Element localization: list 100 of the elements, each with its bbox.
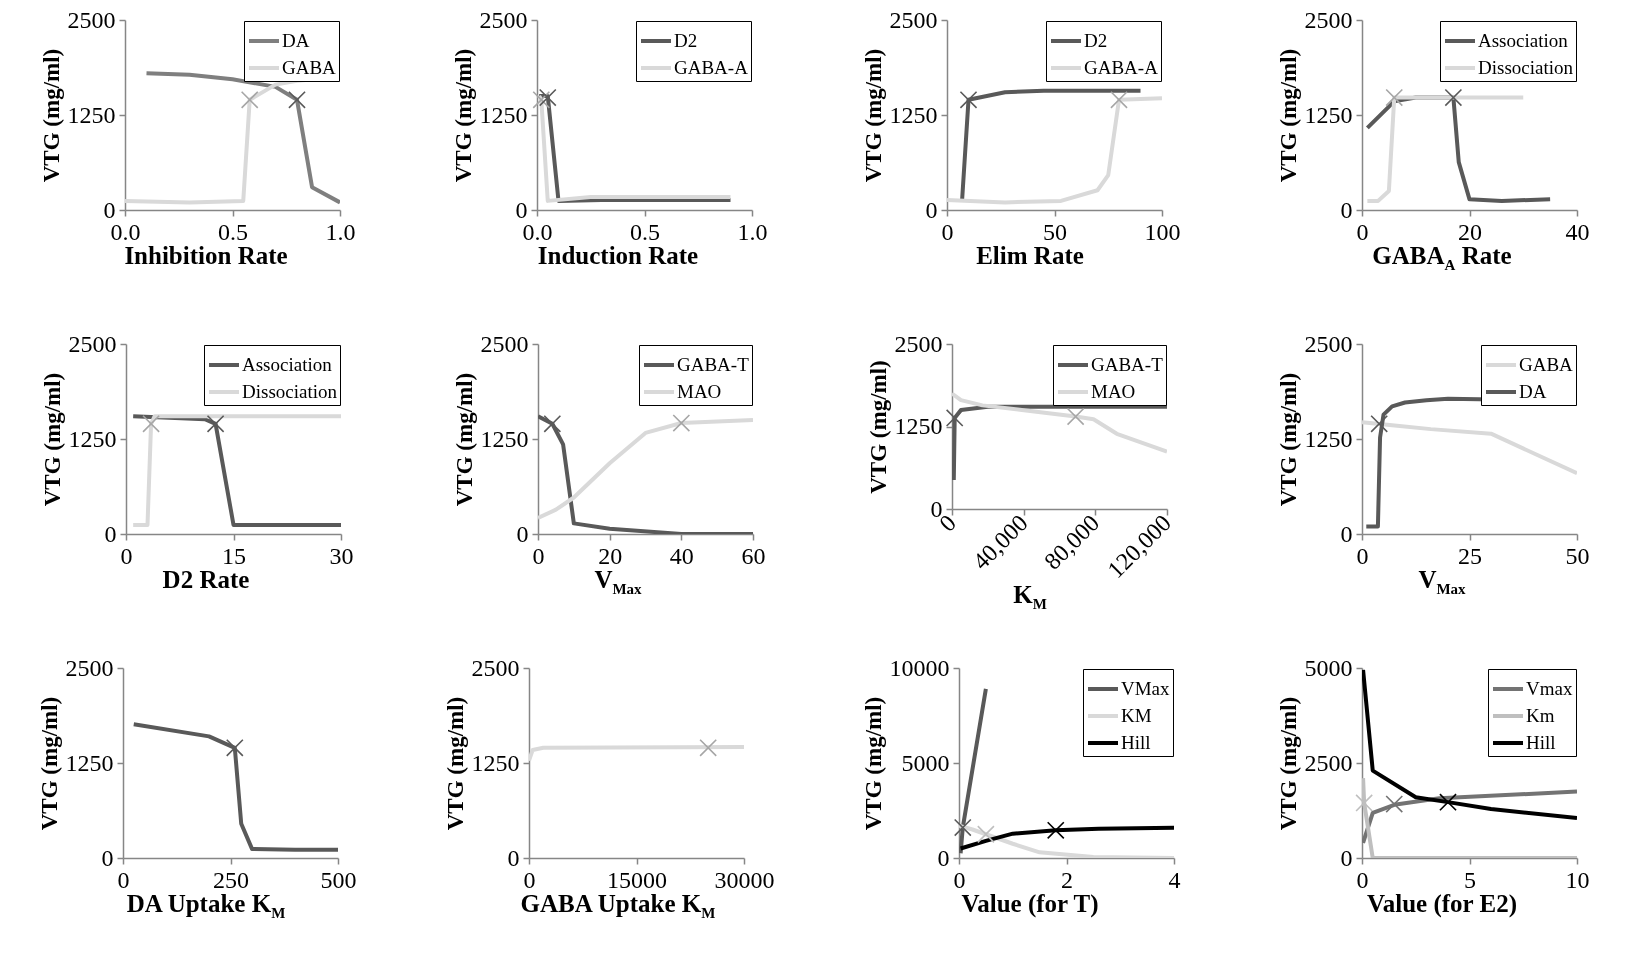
- legend-label: D2: [673, 30, 697, 51]
- x-tick-label: 4: [1168, 866, 1181, 893]
- y-tick-label: 1250: [471, 749, 520, 776]
- legend-label: D2: [1084, 30, 1108, 51]
- x-tick-label: 50: [1043, 218, 1067, 245]
- y-tick-label: 2500: [1304, 749, 1353, 776]
- x-tick-label: 40: [1565, 218, 1590, 245]
- x-tick-label: 30: [329, 542, 354, 569]
- y-tick-label: 2500: [68, 330, 117, 357]
- line-series: [131, 414, 341, 527]
- x-axis-title: Induction Rate: [537, 242, 699, 270]
- y-axis-title: VTG (mg/ml): [450, 48, 475, 183]
- legend-label: Dissociation: [1478, 57, 1574, 78]
- legend-label: GABA-A: [1084, 57, 1159, 78]
- y-tick-label: 2500: [1304, 6, 1353, 33]
- legend-label: GABA: [281, 57, 336, 78]
- x-tick-label: 100: [1144, 218, 1181, 245]
- y-tick-label: 1250: [67, 101, 115, 128]
- x-tick-label: 40: [669, 542, 694, 569]
- y-tick-label: 1250: [894, 413, 942, 439]
- y-tick-label: 2500: [1304, 330, 1353, 357]
- y-tick-label: 2500: [67, 6, 115, 33]
- x-axis-title: Elim Rate: [976, 242, 1084, 270]
- legend-label: GABA-T: [1090, 354, 1163, 375]
- line-series: [1362, 668, 1577, 821]
- x-tick-label: 0.5: [217, 218, 248, 245]
- x-tick-label: 10: [1565, 866, 1590, 893]
- y-tick-label: 2500: [479, 6, 527, 33]
- legend-label: GABA-A: [673, 57, 748, 78]
- y-axis-title: VTG (mg/ml): [1275, 48, 1301, 183]
- legend-label: Vmax: [1526, 678, 1573, 699]
- x-axis-title: K$_{M}$: [1013, 581, 1047, 613]
- y-tick-label: 2500: [480, 330, 529, 357]
- y-axis-title: VTG (mg/ml): [1275, 696, 1301, 831]
- legend-label: MAO: [677, 381, 722, 402]
- y-tick-label: 2500: [894, 330, 942, 357]
- line-series: [131, 722, 338, 852]
- y-tick-label: 1250: [1304, 425, 1353, 452]
- x-tick-label: 20: [598, 542, 623, 569]
- x-tick-label: 60: [741, 542, 766, 569]
- legend-label: Association: [1478, 30, 1569, 51]
- x-tick-label: 20: [1458, 218, 1482, 245]
- y-tick-label: 0: [925, 196, 938, 223]
- x-axis-title: Inhibition Rate: [124, 242, 288, 270]
- x-tick-label: 250: [213, 866, 249, 893]
- y-axis-title: VTG (mg/ml): [36, 696, 62, 831]
- x-tick-label: 50: [1565, 542, 1590, 569]
- x-tick-label: 15: [222, 542, 246, 569]
- x-tick-label: 30000: [714, 866, 775, 893]
- y-tick-label: 2500: [65, 654, 114, 681]
- legend-label: DA: [1519, 381, 1547, 402]
- legend-label: Association: [242, 354, 333, 375]
- legend-label: MAO: [1090, 381, 1135, 402]
- line-series: [529, 745, 744, 763]
- line-series: [1362, 420, 1577, 476]
- y-tick-label: 1250: [65, 749, 114, 776]
- y-tick-label: 1250: [889, 101, 938, 128]
- x-tick-label: 0.5: [629, 218, 660, 245]
- x-axis-title: GABA Uptake K$_{M}$: [520, 890, 716, 922]
- y-axis-title: VTG (mg/ml): [1275, 372, 1301, 507]
- y-tick-label: 0: [937, 844, 950, 871]
- legend-label: VMax: [1121, 678, 1171, 699]
- legend-label: GABA-T: [677, 354, 750, 375]
- line-series: [959, 825, 1174, 851]
- legend-label: Km: [1526, 705, 1555, 726]
- y-axis-title: VTG (mg/ml): [38, 48, 63, 183]
- y-axis-title: VTG (mg/ml): [860, 48, 886, 183]
- legend-label: Hill: [1526, 732, 1556, 753]
- legend-label: KM: [1121, 705, 1152, 726]
- x-tick-label: 15000: [607, 866, 667, 893]
- y-axis-title: VTG (mg/ml): [451, 372, 477, 507]
- x-axis-title: Value (for E2): [1367, 890, 1517, 918]
- legend-label: DA: [281, 30, 310, 51]
- y-tick-label: 10000: [889, 654, 950, 681]
- legend-label: GABA: [1519, 354, 1574, 375]
- y-tick-label: 2500: [471, 654, 520, 681]
- x-tick-label: 5: [1464, 866, 1476, 893]
- x-axis-title: V$_{Max}$: [1418, 566, 1466, 597]
- x-tick-label: 25: [1458, 542, 1482, 569]
- y-tick-label: 1250: [1304, 101, 1353, 128]
- y-axis-title: VTG (mg/ml): [865, 360, 890, 494]
- x-tick-label: 2: [1061, 866, 1073, 893]
- x-tick-label: 500: [320, 866, 357, 893]
- y-tick-label: 1250: [68, 425, 117, 452]
- y-axis-title: VTG (mg/ml): [442, 696, 468, 831]
- y-axis-title: VTG (mg/ml): [39, 372, 65, 507]
- y-tick-label: 5000: [1304, 654, 1353, 681]
- y-tick-label: 2500: [889, 6, 938, 33]
- x-axis-title: DA Uptake K$_{M}$: [126, 890, 286, 922]
- y-tick-label: 5000: [901, 749, 950, 776]
- y-axis-title: VTG (mg/ml): [860, 696, 886, 831]
- y-tick-label: 0: [507, 844, 520, 871]
- y-tick-label: 1250: [480, 425, 529, 452]
- y-tick-label: 0: [1340, 196, 1353, 223]
- legend-label: Dissociation: [242, 381, 338, 402]
- x-axis-title: V$_{Max}$: [594, 566, 642, 598]
- y-tick-label: 0: [101, 844, 114, 871]
- y-tick-label: 0: [1340, 844, 1353, 871]
- line-series: [947, 96, 1162, 205]
- x-axis-title: D2 Rate: [162, 566, 250, 594]
